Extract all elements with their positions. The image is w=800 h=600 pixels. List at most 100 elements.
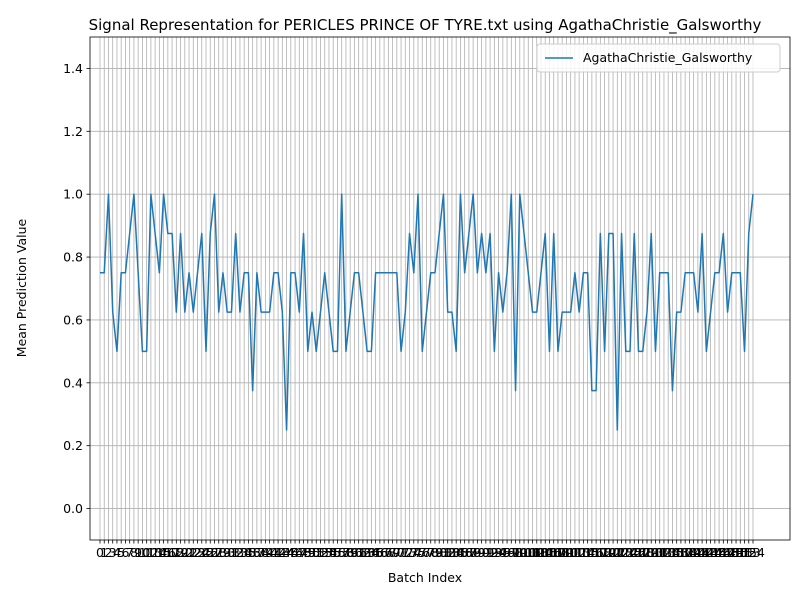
- x-tick-label: 121: [601, 545, 625, 560]
- x-tick-label: 51: [308, 545, 324, 560]
- x-tick-label: 76: [414, 545, 430, 560]
- y-tick-label: 1.2: [63, 124, 83, 139]
- x-tick-label: 110: [554, 545, 578, 560]
- x-tick-label: 140: [682, 545, 706, 560]
- x-tick-label: 77: [419, 545, 435, 560]
- x-tick-label: 64: [363, 545, 379, 560]
- x-tick-label: 25: [198, 545, 214, 560]
- x-tick-label: 26: [202, 545, 218, 560]
- x-tick-label: 14: [151, 545, 167, 560]
- x-tick-label: 18: [168, 545, 184, 560]
- x-tick-label: 30: [219, 545, 235, 560]
- x-tick-label: 127: [627, 545, 651, 560]
- x-tick-label: 71: [393, 545, 409, 560]
- x-tick-label: 144: [699, 545, 723, 560]
- x-tick-label: 38: [253, 545, 269, 560]
- x-tick-label: 8: [130, 545, 138, 560]
- x-tick-label: 60: [346, 545, 362, 560]
- x-tick-label: 23: [190, 545, 206, 560]
- x-tick-label: 0: [96, 545, 104, 560]
- x-tick-label: 50: [304, 545, 320, 560]
- x-tick-label: 53: [317, 545, 333, 560]
- x-tick-label: 95: [495, 545, 511, 560]
- x-tick-label: 83: [444, 545, 460, 560]
- x-tick-label: 88: [465, 545, 481, 560]
- x-tick-label: 7: [126, 545, 134, 560]
- x-tick-label: 154: [741, 545, 765, 560]
- x-axis-ticks: 0123456789101112131415161718192021222324…: [96, 540, 765, 560]
- x-tick-label: 100: [512, 545, 536, 560]
- x-tick-label: 55: [325, 545, 341, 560]
- x-tick-label: 3: [109, 545, 117, 560]
- y-tick-label: 0.4: [63, 375, 83, 390]
- x-tick-label: 149: [720, 545, 744, 560]
- x-tick-label: 124: [614, 545, 638, 560]
- x-tick-label: 91: [478, 545, 494, 560]
- x-tick-label: 17: [164, 545, 180, 560]
- x-tick-label: 36: [245, 545, 261, 560]
- plot-frame: [89, 36, 791, 541]
- x-tick-label: 123: [610, 545, 634, 560]
- x-tick-label: 98: [508, 545, 524, 560]
- x-tick-label: 6: [121, 545, 129, 560]
- y-axis-ticks: 0.0 0.2 0.4 0.6 0.8 1.0 1.2 1.4: [63, 61, 90, 516]
- x-tick-label: 111: [559, 545, 583, 560]
- x-tick-label: 114: [571, 545, 595, 560]
- x-tick-label: 58: [338, 545, 354, 560]
- x-tick-label: 116: [580, 545, 604, 560]
- x-tick-label: 34: [236, 545, 252, 560]
- x-tick-label: 33: [232, 545, 248, 560]
- x-tick-label: 2: [105, 545, 113, 560]
- x-tick-label: 106: [538, 545, 562, 560]
- y-axis-label: Mean Prediction Value: [14, 218, 29, 357]
- x-tick-label: 65: [368, 545, 384, 560]
- x-tick-label: 44: [279, 545, 295, 560]
- x-tick-label: 10: [134, 545, 150, 560]
- x-tick-label: 102: [521, 545, 545, 560]
- x-tick-label: 62: [355, 545, 371, 560]
- x-tick-label: 93: [486, 545, 502, 560]
- x-tick-label: 141: [686, 545, 710, 560]
- x-tick-label: 52: [313, 545, 329, 560]
- x-tick-label: 56: [330, 545, 346, 560]
- x-tick-label: 13: [147, 545, 163, 560]
- x-tick-label: 46: [287, 545, 303, 560]
- x-tick-label: 142: [690, 545, 714, 560]
- x-tick-label: 15: [156, 545, 172, 560]
- x-tick-label: 19: [173, 545, 189, 560]
- x-tick-label: 147: [711, 545, 735, 560]
- x-tick-label: 66: [372, 545, 388, 560]
- x-tick-label: 41: [266, 545, 282, 560]
- x-tick-label: 35: [240, 545, 256, 560]
- y-tick-label: 0.6: [63, 312, 83, 327]
- y-tick-label: 0.2: [63, 438, 83, 453]
- x-tick-label: 134: [656, 545, 680, 560]
- x-tick-label: 27: [207, 545, 223, 560]
- x-tick-label: 42: [270, 545, 286, 560]
- x-tick-label: 63: [359, 545, 375, 560]
- x-tick-label: 80: [431, 545, 447, 560]
- x-tick-label: 101: [516, 545, 540, 560]
- x-tick-label: 107: [542, 545, 566, 560]
- x-tick-label: 20: [177, 545, 193, 560]
- x-tick-label: 113: [567, 545, 591, 560]
- x-tick-label: 79: [427, 545, 443, 560]
- series-line-agathachristie-galsworthy: [100, 193, 754, 431]
- x-tick-label: 103: [525, 545, 549, 560]
- x-tick-label: 94: [491, 545, 507, 560]
- x-axis-label: Batch Index: [388, 570, 462, 585]
- x-tick-label: 73: [402, 545, 418, 560]
- x-tick-label: 129: [635, 545, 659, 560]
- x-tick-label: 54: [321, 545, 337, 560]
- x-tick-label: 87: [461, 545, 477, 560]
- x-tick-label: 31: [223, 545, 239, 560]
- x-tick-label: 125: [618, 545, 642, 560]
- x-tick-label: 120: [597, 545, 621, 560]
- x-tick-label: 24: [194, 545, 210, 560]
- x-tick-label: 126: [622, 545, 646, 560]
- legend-label: AgathaChristie_Galsworthy: [583, 50, 753, 65]
- x-tick-label: 22: [185, 545, 201, 560]
- x-tick-label: 130: [639, 545, 663, 560]
- x-tick-label: 29: [215, 545, 231, 560]
